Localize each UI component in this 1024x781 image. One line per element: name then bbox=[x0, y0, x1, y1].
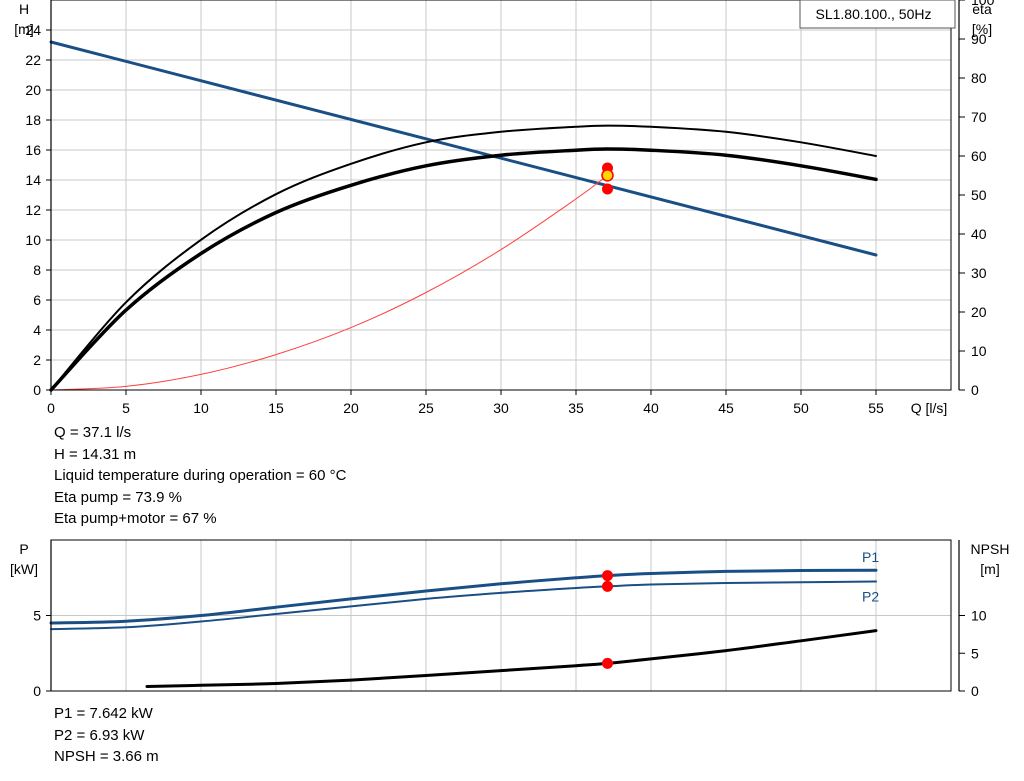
operating-point-1 bbox=[602, 580, 613, 592]
operating-point-2 bbox=[602, 657, 613, 669]
y-axis-label-left: H bbox=[19, 1, 29, 17]
series-line-1 bbox=[50, 124, 877, 391]
tick-label-x: 30 bbox=[493, 400, 509, 416]
series-line-0 bbox=[49, 568, 878, 625]
tick-label-left: 24 bbox=[25, 22, 41, 38]
y-axis-label-left: P bbox=[19, 541, 28, 557]
tick-label-right: 40 bbox=[971, 226, 987, 242]
tick-label-x: 20 bbox=[343, 400, 359, 416]
tick-label-x: 50 bbox=[793, 400, 809, 416]
bottom-chart-series bbox=[49, 568, 878, 688]
tick-label-right: 10 bbox=[971, 343, 987, 359]
tick-label-right: 100 bbox=[971, 0, 995, 8]
tick-label-right: 0 bbox=[971, 683, 979, 699]
series-label-p2: P2 bbox=[862, 589, 879, 605]
tick-label-left: 8 bbox=[33, 262, 41, 278]
bottom-chart-frame bbox=[46, 539, 965, 692]
tick-label-right: 5 bbox=[971, 645, 979, 661]
info-p1: P1 = 7.642 kW bbox=[54, 705, 153, 722]
info-eta-pump-motor: Eta pump+motor = 67 % bbox=[54, 510, 217, 527]
tick-label-left: 22 bbox=[25, 52, 41, 68]
info-liquid-temp: Liquid temperature during operation = 60… bbox=[54, 467, 347, 484]
y-axis-label-left: [m] bbox=[14, 21, 33, 37]
top-chart-series bbox=[49, 40, 878, 392]
top-chart-labels: 0246810121416182022240102030405060708090… bbox=[14, 0, 995, 416]
tick-label-left: 12 bbox=[25, 202, 41, 218]
operating-point-info: Q = 37.1 l/s H = 14.31 m Liquid temperat… bbox=[54, 422, 346, 530]
x-axis-label: Q [l/s] bbox=[911, 400, 948, 416]
series-line-3 bbox=[50, 174, 608, 391]
tick-label-right: 0 bbox=[971, 382, 979, 398]
tick-label-x: 40 bbox=[643, 400, 659, 416]
top-chart-frame bbox=[46, 0, 965, 395]
y-axis-label-right: eta bbox=[972, 1, 992, 17]
info-eta-pump: Eta pump = 73.9 % bbox=[54, 488, 182, 506]
top-chart-grid bbox=[50, 0, 952, 391]
series-line-1 bbox=[50, 580, 877, 631]
tick-label-left: 5 bbox=[33, 608, 41, 624]
series-label-p1: P1 bbox=[862, 549, 879, 565]
tick-label-right: 60 bbox=[971, 148, 987, 164]
operating-point-2 bbox=[601, 169, 614, 182]
y-axis-label-left: [kW] bbox=[10, 561, 38, 577]
legend-text: SL1.80.100., 50Hz bbox=[816, 6, 932, 22]
series-line-2 bbox=[145, 629, 878, 688]
tick-label-right: 90 bbox=[971, 31, 987, 47]
tick-label-right: 30 bbox=[971, 265, 987, 281]
legend-box bbox=[799, 0, 956, 29]
y-axis-label-right: [m] bbox=[980, 561, 999, 577]
tick-label-left: 16 bbox=[25, 142, 41, 158]
power-info: P1 = 7.642 kW P2 = 6.93 kW NPSH = 3.66 m bbox=[54, 703, 159, 768]
tick-label-x: 35 bbox=[568, 400, 584, 416]
tick-label-x: 15 bbox=[268, 400, 284, 416]
info-head: H = 14.31 m bbox=[54, 445, 137, 463]
tick-label-x: 45 bbox=[718, 400, 734, 416]
tick-label-right: 70 bbox=[971, 109, 987, 125]
tick-label-left: 0 bbox=[33, 683, 41, 699]
tick-label-left: 14 bbox=[25, 172, 41, 188]
bottom-chart-labels: 0 5 0 5 10 P [kW] NPSH [m] P1 P2 bbox=[10, 541, 1009, 699]
info-flow: Q = 37.1 l/s bbox=[54, 424, 132, 441]
tick-label-right: 10 bbox=[971, 608, 987, 624]
series-line-2 bbox=[49, 147, 878, 392]
tick-label-x: 5 bbox=[122, 400, 130, 416]
y-axis-label-right: NPSH bbox=[971, 541, 1010, 557]
tick-label-left: 20 bbox=[25, 82, 41, 98]
tick-label-left: 10 bbox=[25, 232, 41, 248]
tick-label-left: 4 bbox=[33, 322, 41, 338]
tick-label-right: 20 bbox=[971, 304, 987, 320]
tick-label-x: 10 bbox=[193, 400, 209, 416]
tick-label-x: 25 bbox=[418, 400, 434, 416]
tick-label-left: 18 bbox=[25, 112, 41, 128]
tick-label-right: 80 bbox=[971, 70, 987, 86]
info-npsh: NPSH = 3.66 m bbox=[54, 748, 159, 765]
tick-label-left: 2 bbox=[33, 352, 41, 368]
tick-label-x: 55 bbox=[868, 400, 884, 416]
tick-label-left: 0 bbox=[33, 382, 41, 398]
operating-point-1 bbox=[602, 183, 613, 195]
tick-label-right: 50 bbox=[971, 187, 987, 203]
tick-label-x: 0 bbox=[47, 400, 55, 416]
operating-point-0 bbox=[602, 570, 613, 582]
info-p2: P2 = 6.93 kW bbox=[54, 726, 145, 744]
series-line-0 bbox=[49, 40, 878, 257]
y-axis-label-right: [%] bbox=[972, 21, 992, 37]
tick-label-left: 6 bbox=[33, 292, 41, 308]
